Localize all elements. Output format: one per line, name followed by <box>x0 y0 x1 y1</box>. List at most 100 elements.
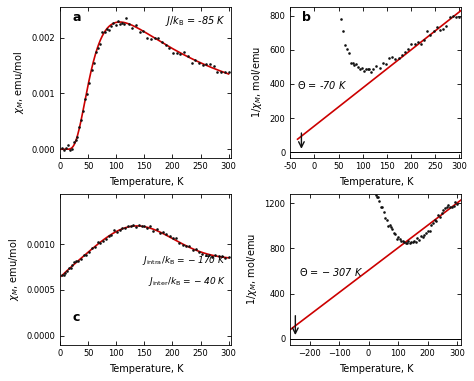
Point <box>199 251 206 257</box>
Point <box>199 62 207 69</box>
Point <box>379 204 386 210</box>
Point <box>371 186 379 192</box>
Point <box>128 25 136 31</box>
Point <box>83 91 91 98</box>
Point <box>382 61 390 67</box>
Point <box>397 238 405 244</box>
Point <box>401 239 408 245</box>
Point <box>345 50 353 56</box>
Point <box>146 223 154 229</box>
Point <box>372 192 380 198</box>
Point <box>181 49 188 55</box>
Point <box>162 42 170 48</box>
Point <box>390 230 398 236</box>
Point <box>408 41 415 47</box>
Point <box>424 228 431 234</box>
Point <box>414 234 421 240</box>
Point <box>176 240 183 246</box>
Point <box>386 222 393 228</box>
Point <box>141 223 148 229</box>
Point <box>123 15 130 21</box>
Point <box>212 252 219 258</box>
Point <box>221 255 229 261</box>
Point <box>202 252 210 258</box>
Point <box>376 65 383 71</box>
Point <box>449 13 456 19</box>
Point <box>225 69 232 75</box>
Point <box>80 253 88 259</box>
Point <box>365 66 373 72</box>
Point <box>185 243 193 249</box>
Point <box>129 222 137 228</box>
Point <box>455 14 463 21</box>
Point <box>429 220 437 226</box>
Point <box>225 255 232 261</box>
Point <box>158 39 166 45</box>
Point <box>112 22 119 29</box>
Point <box>382 215 389 221</box>
Point <box>433 218 440 224</box>
Point <box>411 41 419 47</box>
Point <box>116 21 124 27</box>
Point <box>132 224 140 231</box>
Point <box>364 66 371 72</box>
Point <box>99 29 106 35</box>
Point <box>169 235 177 241</box>
Point <box>144 225 151 231</box>
Point <box>86 80 93 86</box>
Point <box>347 60 355 66</box>
Point <box>406 240 414 247</box>
Point <box>165 45 173 51</box>
Point <box>448 204 456 210</box>
Point <box>140 28 147 34</box>
Point <box>80 107 87 114</box>
Point <box>373 63 380 69</box>
Point <box>405 238 412 244</box>
Point <box>206 61 214 67</box>
Point <box>408 239 415 245</box>
Point <box>191 56 199 62</box>
Point <box>173 235 180 241</box>
Point <box>420 232 428 238</box>
Point <box>443 23 450 29</box>
Point <box>73 134 81 140</box>
Point <box>72 258 80 264</box>
Point <box>383 217 391 223</box>
Point <box>177 51 184 57</box>
Point <box>417 233 425 239</box>
Point <box>62 269 69 275</box>
Point <box>453 200 461 207</box>
Point <box>423 28 431 34</box>
Point <box>189 247 196 253</box>
Point <box>94 239 101 245</box>
Point <box>182 243 190 250</box>
Point <box>433 24 441 30</box>
Point <box>156 230 164 236</box>
Point <box>94 45 102 51</box>
Text: $J/k_\mathrm{B}$ = -85 K: $J/k_\mathrm{B}$ = -85 K <box>165 14 226 29</box>
Point <box>88 67 95 74</box>
Point <box>410 238 418 244</box>
Point <box>108 232 115 238</box>
Point <box>138 223 146 229</box>
Point <box>113 229 121 235</box>
Point <box>379 60 387 66</box>
Point <box>367 168 375 174</box>
Point <box>91 244 99 250</box>
Point <box>97 240 104 246</box>
Point <box>439 26 447 32</box>
Point <box>90 60 98 66</box>
Point <box>398 51 406 58</box>
Point <box>62 144 70 150</box>
Point <box>64 268 71 274</box>
Point <box>443 204 450 210</box>
Point <box>422 230 430 236</box>
Point <box>399 238 406 244</box>
Point <box>218 69 225 75</box>
Point <box>355 64 362 70</box>
Point <box>169 50 177 56</box>
Text: a: a <box>72 11 81 24</box>
Point <box>77 256 85 262</box>
Y-axis label: $\chi_M$, emu/mol: $\chi_M$, emu/mol <box>12 51 26 114</box>
Point <box>71 259 78 265</box>
